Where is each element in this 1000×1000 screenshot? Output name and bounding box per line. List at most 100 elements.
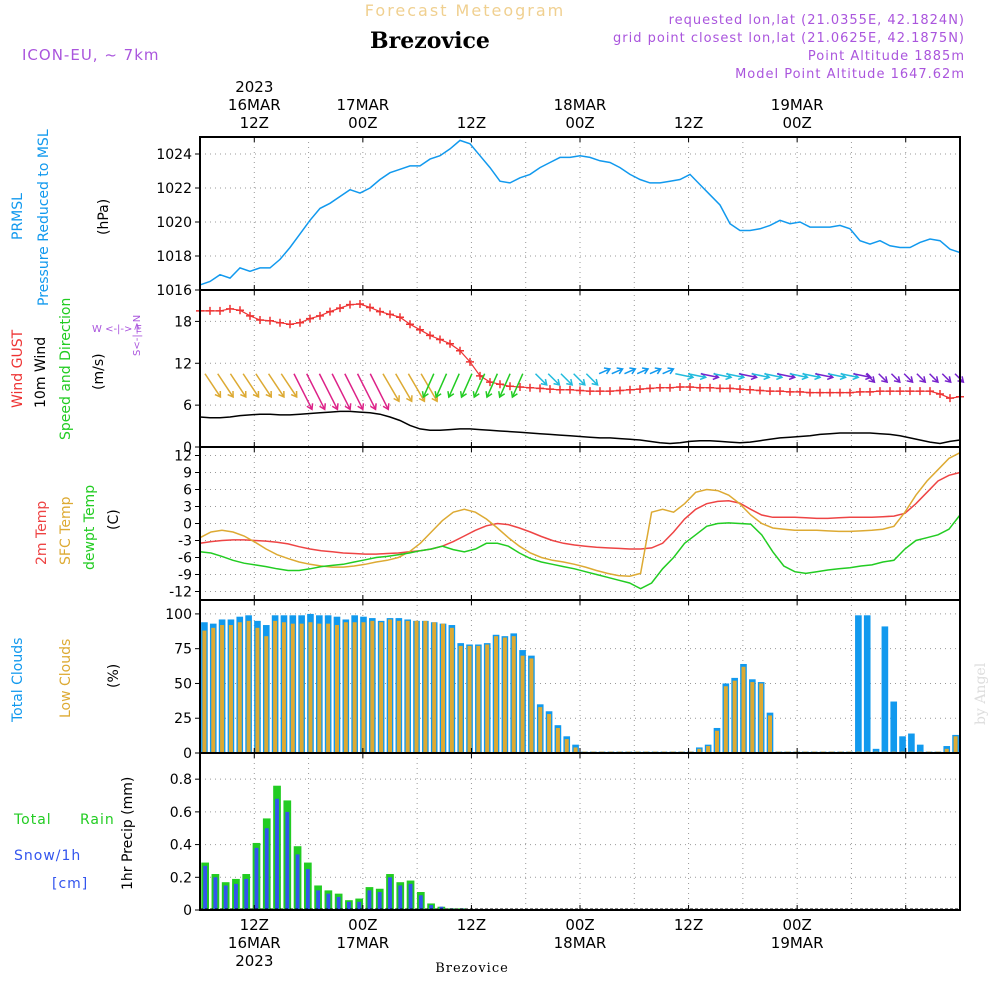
gust-marker xyxy=(576,386,584,395)
low-cloud-bar xyxy=(750,682,755,753)
wind-direction-arrow xyxy=(331,373,352,411)
ytick-label: 25 xyxy=(174,711,192,727)
wind-arrow-shaft xyxy=(929,373,939,383)
temp-label-sfc: SFC Temp xyxy=(58,496,74,565)
wind-arrow-head xyxy=(566,378,574,386)
ytick-label: 100 xyxy=(165,607,192,623)
wind-arrow-head xyxy=(319,403,327,411)
precip-label-cm: [cm] xyxy=(52,876,88,892)
gust-marker xyxy=(246,311,254,320)
ytick-label: 0.4 xyxy=(170,838,192,854)
gust-marker xyxy=(216,306,224,315)
wind-arrow-shaft xyxy=(726,372,744,379)
wind-arrow-head xyxy=(881,376,889,384)
gust-marker xyxy=(786,387,794,396)
wind-arrow-head xyxy=(290,390,298,399)
wind-arrow-shaft xyxy=(498,373,511,398)
gust-marker xyxy=(506,382,514,391)
low-cloud-bar xyxy=(732,680,737,753)
wind-arrow-head xyxy=(214,390,222,399)
wind-direction-arrow xyxy=(890,373,901,384)
gust-marker xyxy=(336,304,344,313)
gust-marker xyxy=(736,385,744,394)
dewpt-line xyxy=(199,514,961,590)
wind-arrow-head xyxy=(498,391,506,399)
ytick-label: 12 xyxy=(174,449,192,465)
wind-arrow-shaft xyxy=(229,373,247,398)
temp-2m-line xyxy=(199,471,961,555)
wind-direction-arrow xyxy=(865,373,876,384)
wind-direction-arrow xyxy=(878,373,889,384)
low-cloud-bar xyxy=(388,619,392,753)
cloud-label-low: Low Clouds xyxy=(58,639,74,718)
gust-marker xyxy=(356,299,364,308)
gust-marker xyxy=(206,306,214,315)
ytick-label: 18 xyxy=(174,314,192,330)
wind-direction-arrow xyxy=(407,373,426,403)
time-label-bottom: 2023 xyxy=(235,952,273,970)
gust-marker xyxy=(266,316,274,325)
low-cloud-bar xyxy=(308,622,313,753)
gust-marker xyxy=(866,387,874,396)
wind-arrow-shaft xyxy=(675,372,694,379)
compass-ew: W <-|-> E xyxy=(92,324,142,335)
gust-marker xyxy=(806,388,814,397)
time-label-top: 12Z xyxy=(457,114,486,132)
wind-direction-arrow xyxy=(369,373,390,411)
total-cloud-bar xyxy=(916,744,924,753)
wind-arrow-shaft xyxy=(395,373,413,402)
ytick-label: -3 xyxy=(178,534,192,550)
cloud-label-total: Total Clouds xyxy=(10,638,26,723)
wind-direction-arrow xyxy=(636,367,650,375)
watermark: by Angel xyxy=(973,662,989,725)
model-name: ICON-EU, ~ 7km xyxy=(22,46,160,64)
gust-marker xyxy=(766,387,774,396)
low-cloud-bar xyxy=(494,636,499,753)
low-cloud-bar xyxy=(432,622,437,753)
wind-arrow-shaft xyxy=(840,372,859,379)
gust-marker xyxy=(856,387,864,396)
wind-arrow-head xyxy=(931,376,939,384)
gust-marker xyxy=(706,383,714,392)
low-cloud-bar xyxy=(290,623,295,753)
wind-arrow-head xyxy=(578,378,586,386)
grid-layer xyxy=(200,137,960,911)
low-cloud-bar xyxy=(228,625,233,753)
snow-bar xyxy=(439,906,444,910)
time-label-top: 00Z xyxy=(348,114,377,132)
total-cloud-bar xyxy=(855,615,862,753)
low-cloud-bar xyxy=(511,636,516,753)
snow-bar xyxy=(244,878,249,910)
pressure-label-unit: (hPa) xyxy=(96,199,112,235)
wind-arrow-shaft xyxy=(941,373,952,383)
wind-arrow-head xyxy=(654,367,662,375)
wind-arrow-shaft xyxy=(255,373,272,398)
wind-arrow-shaft xyxy=(460,373,473,398)
snow-bar xyxy=(234,883,238,910)
gust-marker xyxy=(476,371,484,380)
wind-direction-arrow xyxy=(344,373,365,411)
wind-arrow-head xyxy=(406,395,413,403)
gust-marker xyxy=(526,383,534,392)
low-cloud-bar xyxy=(326,623,331,753)
low-cloud-bar xyxy=(396,620,401,753)
wind-arrow-head xyxy=(382,403,390,411)
ytick-label: 1020 xyxy=(156,215,192,231)
time-label-bottom: 12Z xyxy=(240,916,269,934)
pressure-label-prmsl: PRMSL xyxy=(10,193,26,240)
wind-arrow-shaft xyxy=(776,372,795,379)
snow-bar xyxy=(254,847,259,910)
wind-arrow-head xyxy=(447,391,455,399)
low-cloud-bar xyxy=(944,748,949,753)
wind-arrow-shaft xyxy=(598,368,611,375)
ytick-label: 3 xyxy=(183,500,192,516)
wind-arrow-shaft xyxy=(422,373,435,398)
low-cloud-bar xyxy=(502,637,507,753)
gust-marker xyxy=(486,378,494,387)
wind-arrow-head xyxy=(893,376,901,384)
gust-marker xyxy=(626,385,634,394)
pressure-label-msl: Pressure Reduced to MSL xyxy=(36,129,52,306)
gust-marker xyxy=(306,314,314,323)
wind-arrow-head xyxy=(641,367,650,375)
wind-arrow-shaft xyxy=(802,372,821,379)
